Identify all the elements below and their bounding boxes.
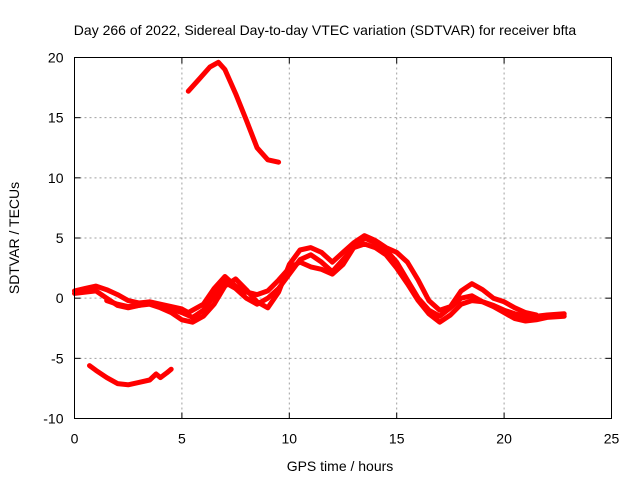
x-tick-label: 0 xyxy=(71,431,79,447)
grid-layer xyxy=(74,57,612,419)
y-tick-label: -10 xyxy=(43,411,63,427)
y-tick-label: 5 xyxy=(56,230,64,246)
x-tick-label: 20 xyxy=(496,431,512,447)
x-tick-label: 5 xyxy=(178,431,186,447)
y-tick-label: 0 xyxy=(56,290,64,306)
series-line-arc-2 xyxy=(72,241,567,325)
chart-title: Day 266 of 2022, Sidereal Day-to-day VTE… xyxy=(74,22,577,38)
x-axis-label: GPS time / hours xyxy=(287,458,394,474)
series-line-arc-5 xyxy=(87,363,174,388)
axis-layer: 0 5 10 15 20 25 -10 -5 0 5 10 15 20 xyxy=(43,50,619,447)
series-layer xyxy=(72,59,567,388)
x-tick-label: 15 xyxy=(389,431,405,447)
y-axis-label: SDTVAR / TECUs xyxy=(6,182,22,294)
y-tick-label: -5 xyxy=(51,350,64,366)
series-line-arc-3 xyxy=(104,233,539,325)
y-tick-label: 15 xyxy=(48,110,64,126)
y-tick-label: 20 xyxy=(48,50,64,66)
x-tick-label: 25 xyxy=(604,431,620,447)
x-tick-label: 10 xyxy=(282,431,298,447)
y-tick-label: 10 xyxy=(48,170,64,186)
series-line-arc-4 xyxy=(185,59,282,165)
